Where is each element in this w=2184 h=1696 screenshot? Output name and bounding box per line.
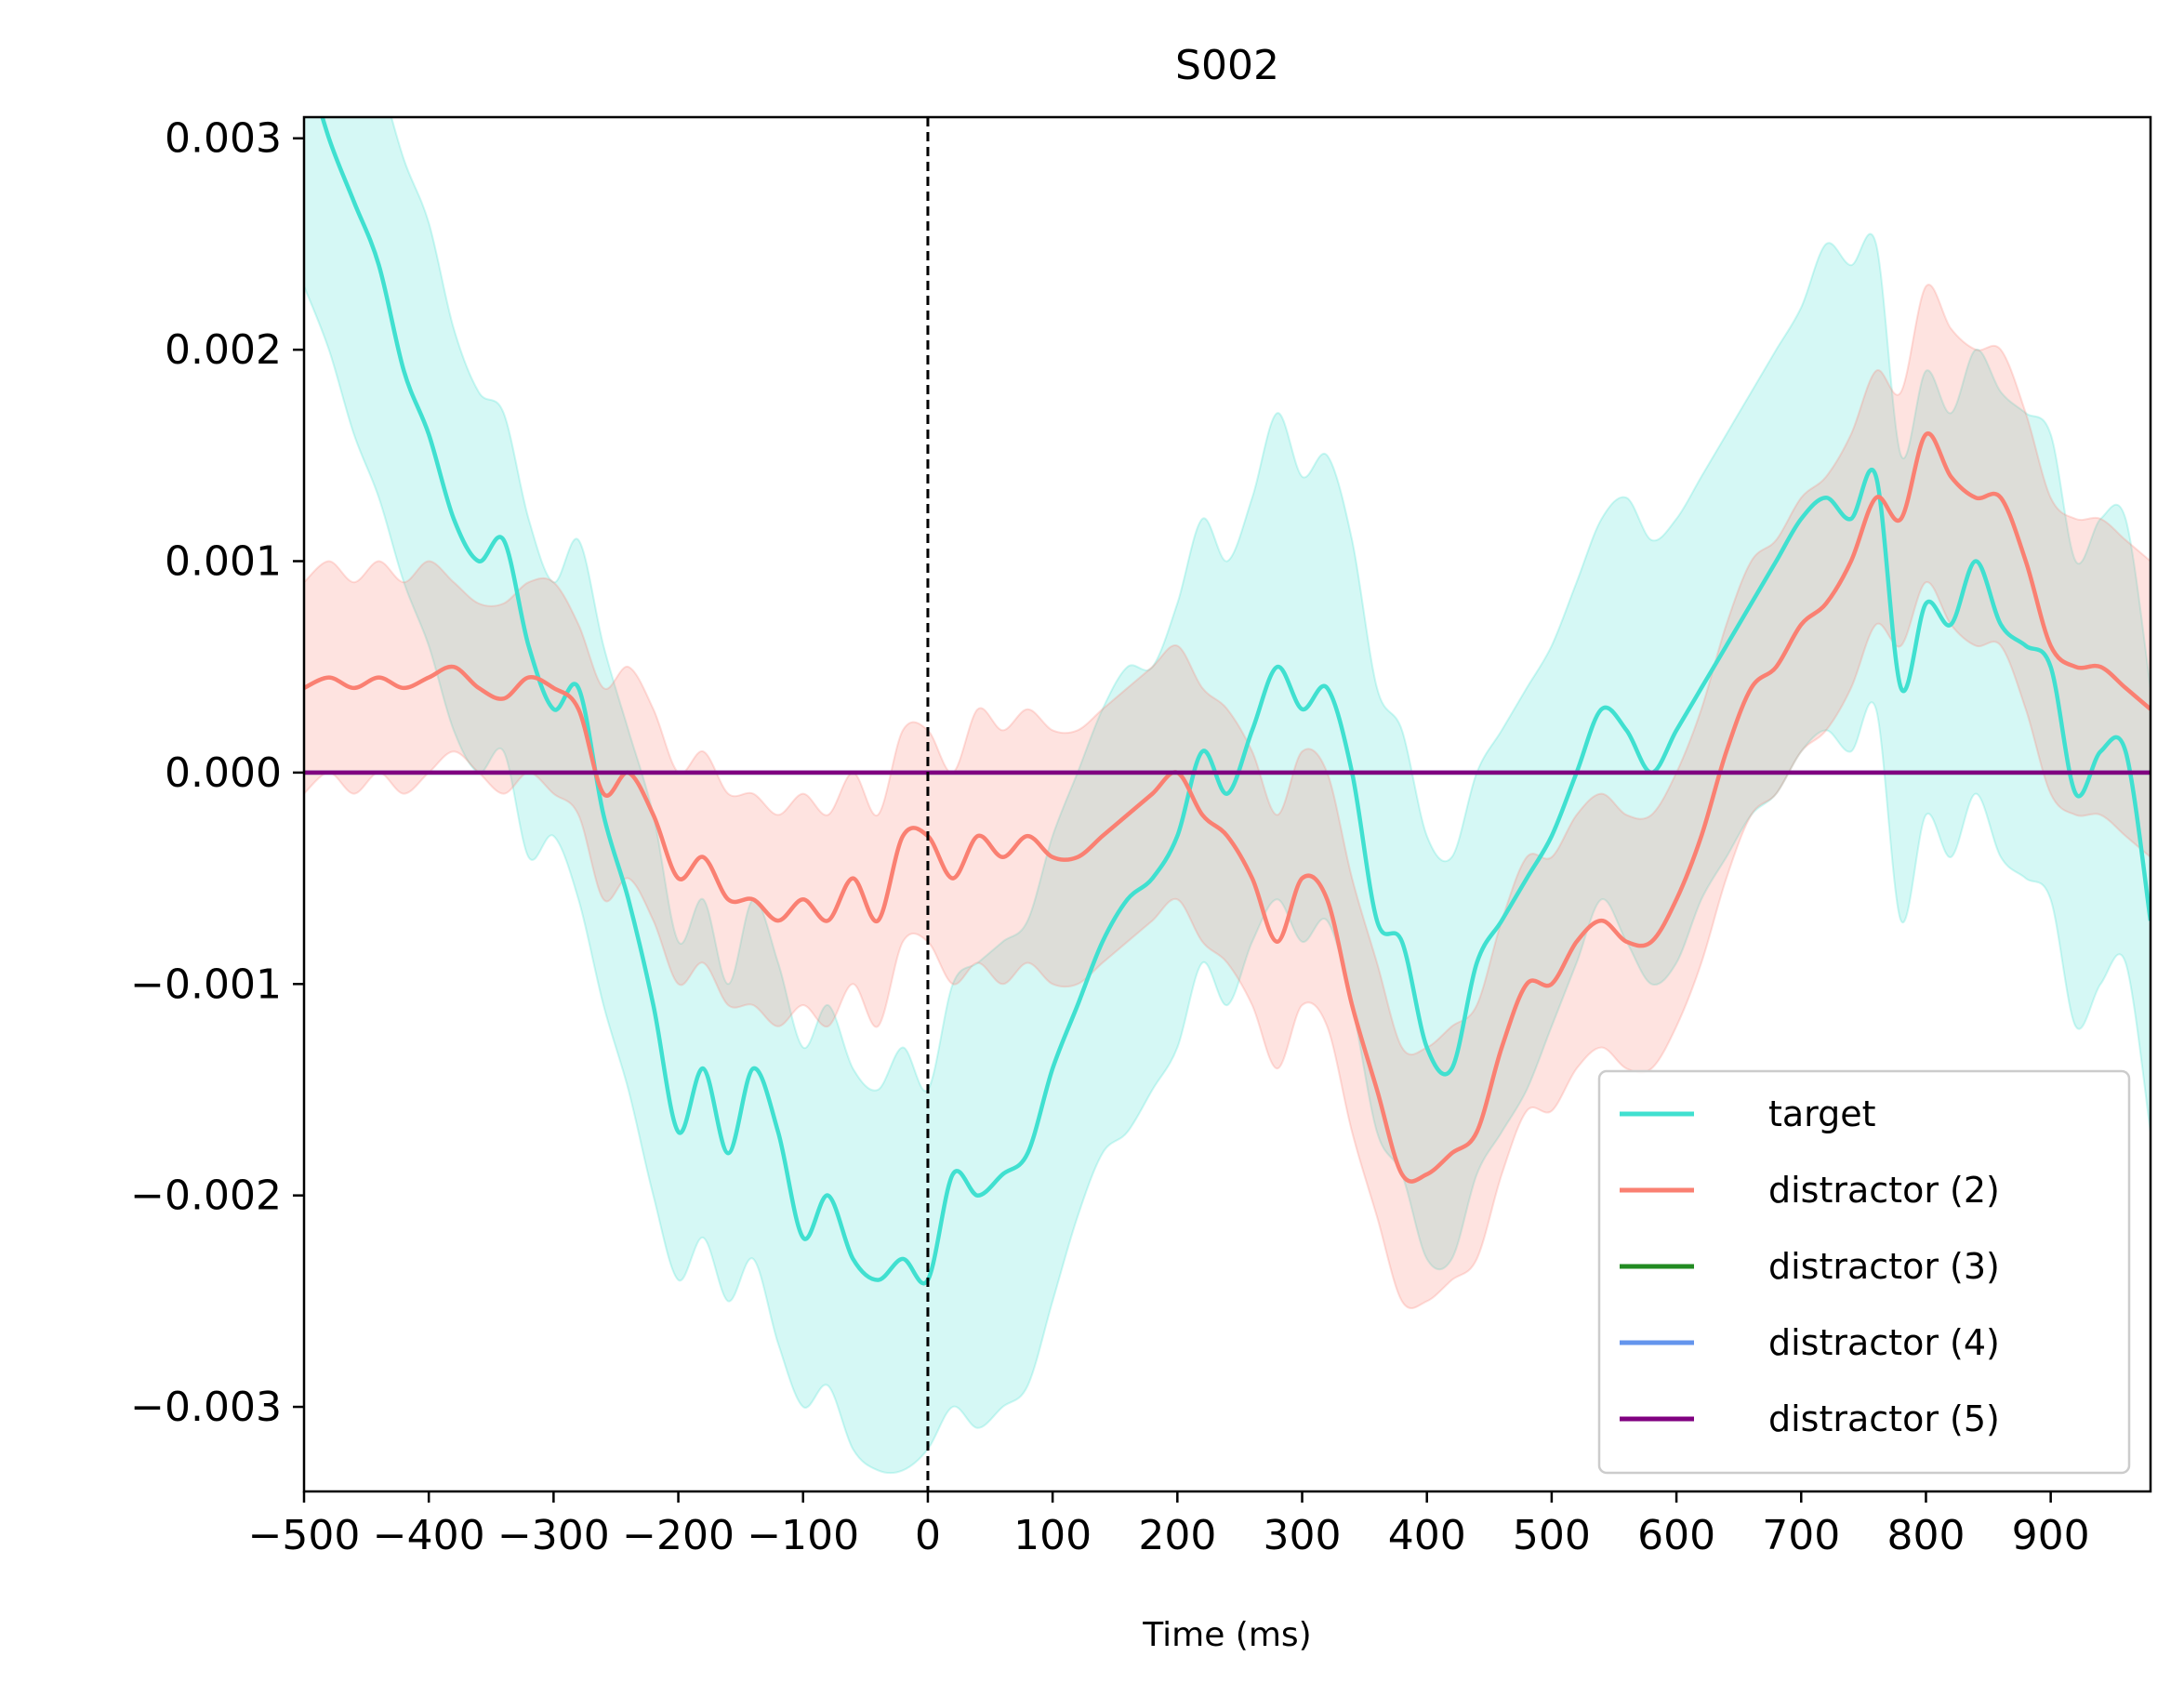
x-tick-label: 900 <box>2012 1512 2090 1559</box>
x-tick-label: 100 <box>1013 1512 1092 1559</box>
series-line-distractor-2 <box>304 431 2151 1184</box>
x-tick-label: 0 <box>915 1512 941 1559</box>
legend-label-distractor-4: distractor (4) <box>1768 1322 2000 1363</box>
y-tick-label: −0.001 <box>130 961 282 1008</box>
x-axis-label: Time (ms) <box>1142 1616 1311 1654</box>
y-tick-label: −0.003 <box>130 1384 282 1431</box>
legend: target distractor (2) distractor (3) distra… <box>1597 1069 2131 1475</box>
axes: −500 −400 −300 −200 −100 0 100 200 300 400 500 600 7… <box>130 115 2152 1559</box>
x-tick-label: 400 <box>1388 1512 1466 1559</box>
plot-frame <box>302 115 2152 1493</box>
x-tick-label: −400 <box>373 1512 485 1559</box>
plot-area <box>304 117 2151 1491</box>
legend-label-distractor-3: distractor (3) <box>1768 1246 2000 1287</box>
legend-label-distractor-5: distractor (5) <box>1768 1398 2000 1439</box>
y-tick-label: 0.002 <box>165 326 282 374</box>
y-tick-label: 0.003 <box>165 115 282 163</box>
series-line-target <box>320 117 2151 1286</box>
x-tick-label: −200 <box>622 1512 735 1559</box>
x-tick-label: 300 <box>1264 1512 1342 1559</box>
x-tick-label: −500 <box>248 1512 361 1559</box>
x-tick-label: 600 <box>1637 1512 1715 1559</box>
x-tick-label: 500 <box>1513 1512 1591 1559</box>
y-tick-label: 0.001 <box>165 538 282 586</box>
y-tick-label: 0.000 <box>165 749 282 797</box>
x-tick-label: −100 <box>747 1512 859 1559</box>
x-tick-label: −300 <box>497 1512 610 1559</box>
legend-label-target: target <box>1768 1093 1876 1134</box>
y-tick-label: −0.002 <box>130 1173 282 1220</box>
legend-label-distractor-2: distractor (2) <box>1768 1170 2000 1211</box>
legend-box <box>1597 1069 2131 1475</box>
x-tick-label: 200 <box>1138 1512 1216 1559</box>
chart-title: S002 <box>1175 42 1279 89</box>
x-tick-label: 700 <box>1762 1512 1840 1559</box>
x-tick-label: 800 <box>1886 1512 1965 1559</box>
